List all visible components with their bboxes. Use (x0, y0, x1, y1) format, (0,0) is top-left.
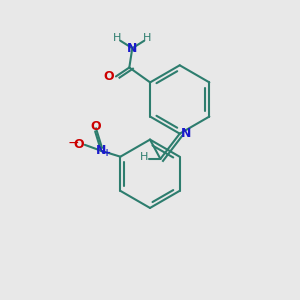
Text: H: H (143, 33, 151, 43)
Text: N: N (127, 42, 137, 55)
Text: −: − (68, 136, 79, 150)
Text: H: H (140, 152, 148, 162)
Text: O: O (103, 70, 114, 83)
Text: H: H (113, 33, 122, 43)
Text: N: N (96, 144, 106, 157)
Text: +: + (103, 148, 111, 158)
Text: O: O (91, 120, 101, 133)
Text: N: N (181, 127, 191, 140)
Text: O: O (73, 138, 83, 151)
